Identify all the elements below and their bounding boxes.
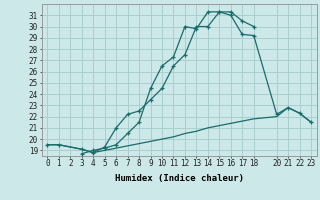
X-axis label: Humidex (Indice chaleur): Humidex (Indice chaleur) (115, 174, 244, 183)
